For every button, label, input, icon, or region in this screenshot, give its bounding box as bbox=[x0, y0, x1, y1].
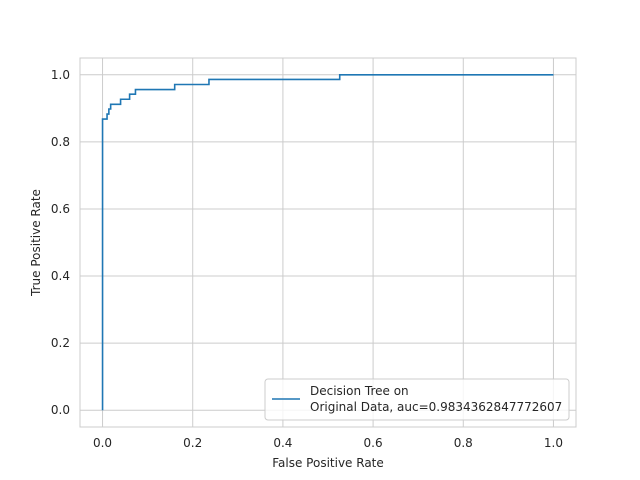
roc-curve-line bbox=[101, 73, 554, 411]
x-tick-label: 0.2 bbox=[183, 436, 202, 450]
grid-lines bbox=[80, 58, 576, 427]
y-axis-label: True Positive Rate bbox=[29, 189, 43, 297]
y-tick-label: 0.2 bbox=[51, 336, 70, 350]
legend-box bbox=[264, 378, 570, 421]
x-axis-label: False Positive Rate bbox=[272, 456, 384, 470]
x-tick-label: 0.0 bbox=[93, 436, 112, 450]
y-tick-label: 1.0 bbox=[51, 68, 70, 82]
legend-label-line-1: Decision Tree on bbox=[310, 384, 409, 398]
x-tick-label: 0.6 bbox=[364, 436, 383, 450]
y-tick-label: 0.4 bbox=[51, 269, 70, 283]
x-tick-label: 0.8 bbox=[454, 436, 473, 450]
legend-label-line-2: Original Data, auc=0.9834362847772607 bbox=[310, 400, 562, 414]
legend: Decision Tree on Original Data, auc=0.98… bbox=[264, 378, 570, 421]
plot-frame bbox=[79, 57, 577, 428]
y-tick-label: 0.8 bbox=[51, 135, 70, 149]
tick-labels: 0.0 0.2 0.4 0.6 0.8 1.0 0.0 0.2 0.4 0.6 0.8 1.0 bbox=[51, 68, 563, 450]
y-tick-label: 0.0 bbox=[51, 403, 70, 417]
y-tick-label: 0.6 bbox=[51, 202, 70, 216]
x-tick-label: 0.4 bbox=[273, 436, 292, 450]
x-tick-label: 1.0 bbox=[544, 436, 563, 450]
series-lines bbox=[101, 73, 554, 411]
